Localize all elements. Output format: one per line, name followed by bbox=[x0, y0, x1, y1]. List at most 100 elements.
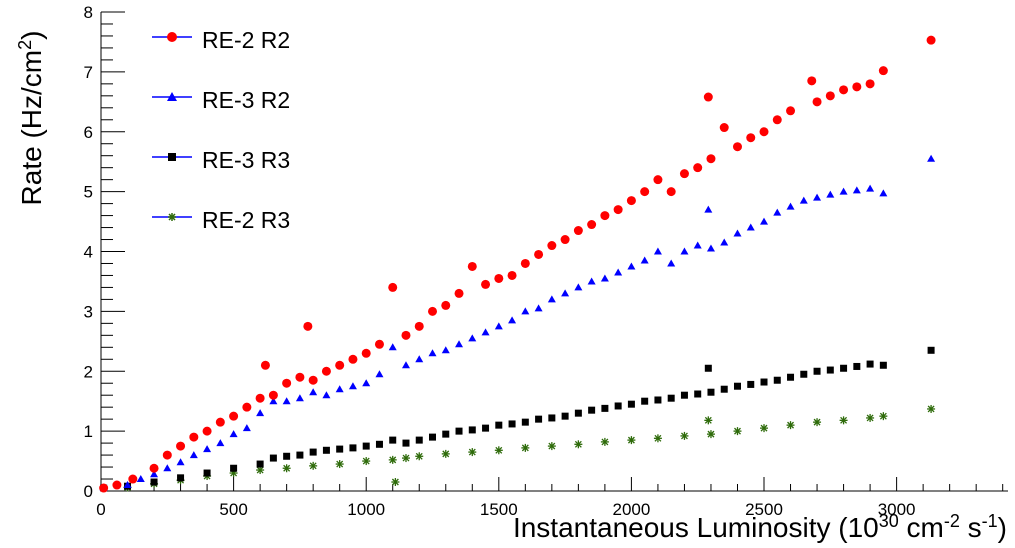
data-point bbox=[268, 390, 278, 400]
axes: 0 500 1000 1500 2000 2500 3000 0 1 2 3 4 5 6 7 8 bbox=[84, 3, 1008, 519]
data-point bbox=[786, 106, 796, 116]
data-point bbox=[535, 415, 543, 423]
x-axis-label: Instantaneous Luminosity (1030 cm-2 s-1) bbox=[512, 511, 1007, 543]
data-point bbox=[839, 416, 848, 425]
data-point bbox=[230, 464, 238, 472]
data-point bbox=[600, 274, 609, 282]
data-point bbox=[866, 413, 875, 422]
data-point bbox=[295, 372, 305, 382]
data-point bbox=[189, 451, 198, 459]
data-point bbox=[720, 385, 728, 393]
legend-marker-star bbox=[152, 213, 192, 221]
data-point bbox=[720, 238, 729, 246]
data-point bbox=[441, 449, 450, 458]
data-point bbox=[282, 378, 292, 388]
y-tick-label: 2 bbox=[84, 362, 93, 381]
data-point bbox=[256, 460, 264, 468]
data-point bbox=[216, 439, 225, 447]
data-point bbox=[760, 424, 769, 433]
data-point bbox=[507, 270, 517, 280]
data-point bbox=[296, 451, 304, 459]
data-point bbox=[654, 396, 662, 404]
data-point bbox=[787, 373, 795, 381]
data-point bbox=[468, 334, 477, 342]
data-point bbox=[927, 346, 935, 354]
data-point bbox=[468, 426, 476, 434]
legend-marker-square bbox=[152, 153, 192, 161]
data-point bbox=[229, 430, 238, 438]
y-tick-label: 0 bbox=[84, 482, 93, 501]
data-point bbox=[839, 187, 848, 195]
data-point bbox=[481, 279, 491, 289]
data-point bbox=[150, 478, 158, 486]
data-point bbox=[282, 397, 291, 405]
data-point bbox=[415, 452, 424, 461]
data-point bbox=[640, 256, 649, 264]
data-point bbox=[772, 115, 782, 125]
data-point bbox=[402, 439, 410, 447]
data-point bbox=[786, 202, 795, 210]
data-point bbox=[601, 404, 609, 412]
data-point bbox=[375, 440, 383, 448]
data-point bbox=[335, 460, 344, 469]
data-point bbox=[349, 444, 357, 452]
y-tick-label: 7 bbox=[84, 63, 93, 82]
data-point bbox=[256, 409, 265, 417]
legend-label: RE-2 R3 bbox=[202, 207, 291, 233]
data-point bbox=[866, 184, 875, 192]
data-point bbox=[309, 388, 318, 396]
data-point bbox=[136, 475, 145, 483]
data-point bbox=[813, 367, 821, 375]
data-point bbox=[706, 430, 715, 439]
data-point bbox=[641, 397, 649, 405]
x-tick-label: 2000 bbox=[612, 500, 650, 519]
data-point bbox=[773, 208, 782, 216]
data-point bbox=[362, 457, 371, 466]
data-point bbox=[112, 480, 122, 490]
data-point bbox=[455, 427, 463, 435]
data-point bbox=[826, 366, 834, 374]
data-point bbox=[746, 223, 755, 231]
x-tick-label: 3000 bbox=[878, 500, 916, 519]
legend-label: RE-3 R3 bbox=[202, 147, 291, 173]
data-point bbox=[494, 322, 503, 330]
data-point bbox=[309, 448, 317, 456]
data-point bbox=[653, 434, 662, 443]
data-point bbox=[707, 388, 715, 396]
data-point bbox=[442, 430, 450, 438]
data-point bbox=[680, 391, 688, 399]
data-point bbox=[229, 411, 239, 421]
data-point bbox=[732, 142, 742, 152]
data-point bbox=[454, 288, 464, 298]
data-point bbox=[627, 400, 635, 408]
data-point bbox=[322, 391, 331, 399]
data-point bbox=[428, 306, 438, 316]
data-point bbox=[202, 426, 212, 436]
data-point bbox=[255, 393, 265, 403]
data-point bbox=[653, 247, 662, 255]
data-point bbox=[534, 304, 543, 312]
data-point bbox=[429, 433, 437, 441]
data-point bbox=[149, 463, 159, 473]
data-point bbox=[521, 443, 530, 452]
data-point bbox=[176, 458, 185, 466]
data-point bbox=[547, 442, 556, 451]
data-point bbox=[401, 361, 410, 369]
data-point bbox=[852, 82, 862, 92]
data-point bbox=[508, 316, 517, 324]
data-point bbox=[825, 91, 835, 101]
data-point bbox=[667, 394, 675, 402]
data-point bbox=[482, 424, 490, 432]
data-point bbox=[468, 448, 477, 457]
y-axis-label: Rate (Hz/cm2) bbox=[15, 30, 47, 206]
data-point bbox=[680, 431, 689, 440]
data-point bbox=[853, 362, 861, 370]
data-point bbox=[879, 361, 887, 369]
data-point bbox=[703, 92, 713, 102]
data-point bbox=[627, 436, 636, 445]
data-point bbox=[374, 339, 384, 349]
data-point bbox=[733, 229, 742, 237]
data-point bbox=[521, 307, 530, 315]
data-point bbox=[573, 226, 583, 236]
data-point bbox=[719, 123, 729, 133]
